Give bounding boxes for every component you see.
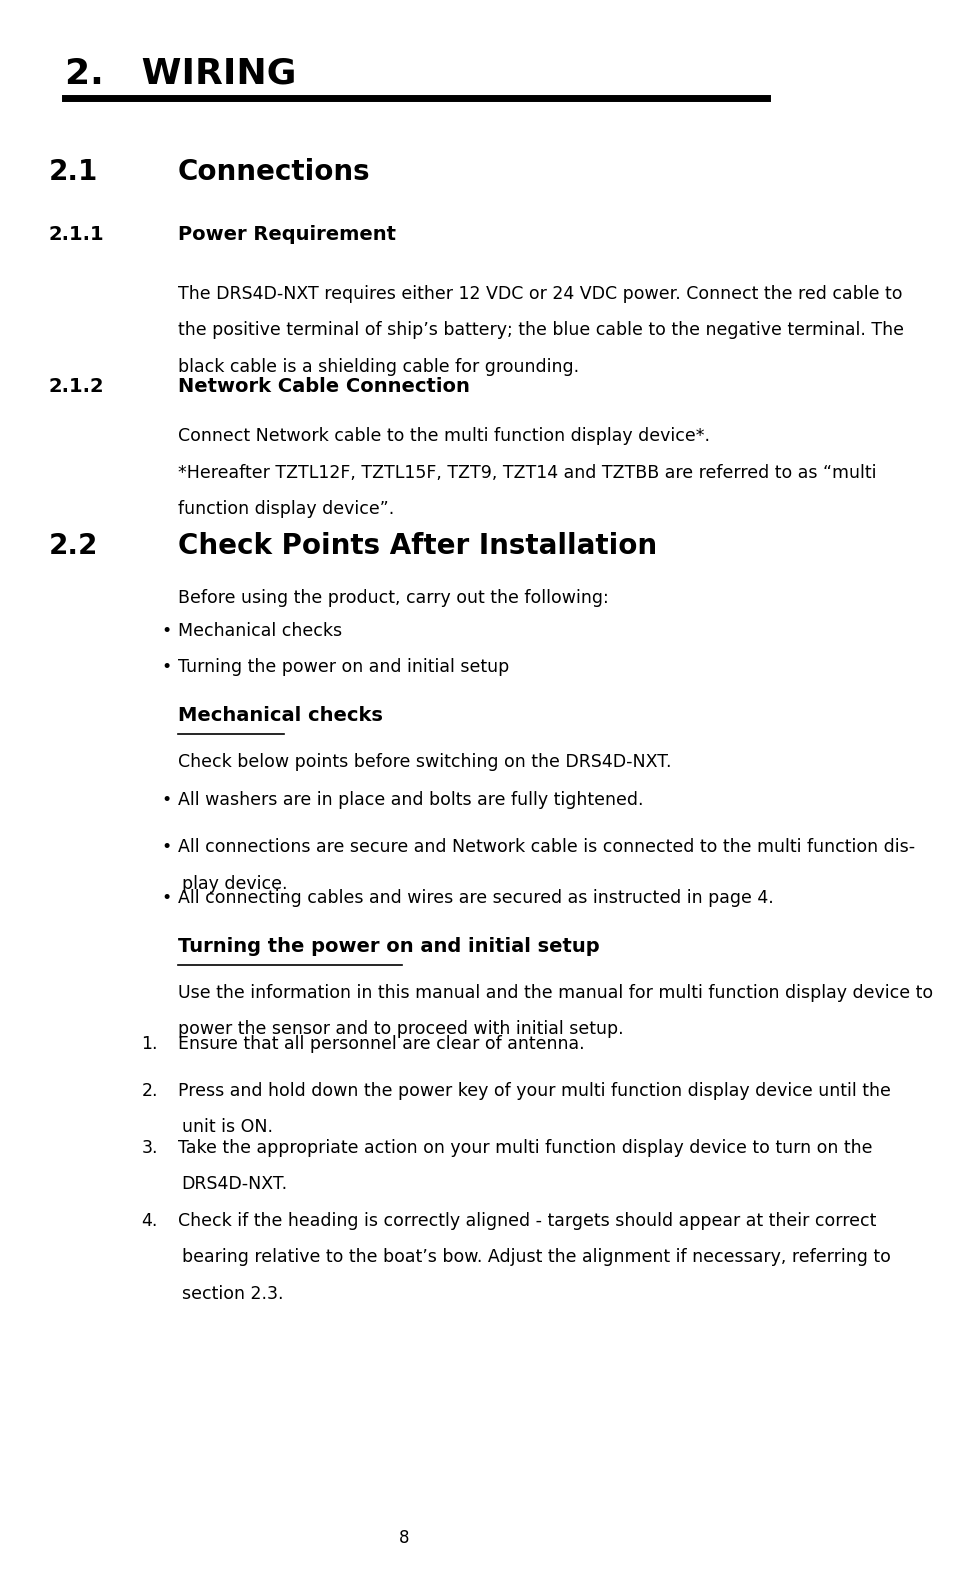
Text: 3.: 3. bbox=[141, 1139, 158, 1156]
Text: Ensure that all personnel are clear of antenna.: Ensure that all personnel are clear of a… bbox=[177, 1035, 584, 1052]
Text: DRS4D-NXT.: DRS4D-NXT. bbox=[182, 1175, 288, 1193]
Text: •: • bbox=[162, 658, 171, 676]
Text: 2.1.1: 2.1.1 bbox=[49, 225, 104, 244]
Text: play device.: play device. bbox=[182, 875, 287, 892]
Text: unit is ON.: unit is ON. bbox=[182, 1118, 273, 1136]
Text: Check if the heading is correctly aligned - targets should appear at their corre: Check if the heading is correctly aligne… bbox=[177, 1212, 876, 1229]
Text: 2.2: 2.2 bbox=[49, 532, 97, 560]
Text: Check below points before switching on the DRS4D-NXT.: Check below points before switching on t… bbox=[177, 753, 671, 770]
Text: Use the information in this manual and the manual for multi function display dev: Use the information in this manual and t… bbox=[177, 984, 933, 1001]
Text: Before using the product, carry out the following:: Before using the product, carry out the … bbox=[177, 589, 609, 606]
Text: All connecting cables and wires are secured as instructed in page 4.: All connecting cables and wires are secu… bbox=[177, 889, 773, 906]
Text: 2.   WIRING: 2. WIRING bbox=[64, 57, 296, 90]
Text: black cable is a shielding cable for grounding.: black cable is a shielding cable for gro… bbox=[177, 358, 579, 375]
Text: function display device”.: function display device”. bbox=[177, 500, 393, 517]
Text: 2.: 2. bbox=[141, 1082, 158, 1099]
Text: •: • bbox=[162, 889, 171, 906]
Text: Press and hold down the power key of your multi function display device until th: Press and hold down the power key of you… bbox=[177, 1082, 890, 1099]
Text: 2.1.2: 2.1.2 bbox=[49, 377, 104, 396]
Text: Power Requirement: Power Requirement bbox=[177, 225, 395, 244]
Text: Connections: Connections bbox=[177, 158, 370, 187]
Text: the positive terminal of ship’s battery; the blue cable to the negative terminal: the positive terminal of ship’s battery;… bbox=[177, 321, 904, 339]
Text: All connections are secure and Network cable is connected to the multi function : All connections are secure and Network c… bbox=[177, 838, 915, 856]
Text: Connect Network cable to the multi function display device*.: Connect Network cable to the multi funct… bbox=[177, 427, 710, 445]
Text: Network Cable Connection: Network Cable Connection bbox=[177, 377, 469, 396]
Text: Take the appropriate action on your multi function display device to turn on the: Take the appropriate action on your mult… bbox=[177, 1139, 872, 1156]
Text: 4.: 4. bbox=[141, 1212, 158, 1229]
Text: The DRS4D-NXT requires either 12 VDC or 24 VDC power. Connect the red cable to: The DRS4D-NXT requires either 12 VDC or … bbox=[177, 285, 902, 302]
Text: 8: 8 bbox=[398, 1528, 409, 1547]
Text: All washers are in place and bolts are fully tightened.: All washers are in place and bolts are f… bbox=[177, 791, 643, 808]
Text: Mechanical checks: Mechanical checks bbox=[177, 706, 383, 725]
Text: bearing relative to the boat’s bow. Adjust the alignment if necessary, referring: bearing relative to the boat’s bow. Adju… bbox=[182, 1248, 890, 1266]
Text: *Hereafter TZTL12F, TZTL15F, TZT9, TZT14 and TZTBB are referred to as “multi: *Hereafter TZTL12F, TZTL15F, TZT9, TZT14… bbox=[177, 464, 877, 481]
Text: Turning the power on and initial setup: Turning the power on and initial setup bbox=[177, 658, 509, 676]
Text: Turning the power on and initial setup: Turning the power on and initial setup bbox=[177, 937, 599, 956]
Text: power the sensor and to proceed with initial setup.: power the sensor and to proceed with ini… bbox=[177, 1020, 623, 1038]
Text: 2.1: 2.1 bbox=[49, 158, 97, 187]
Text: 1.: 1. bbox=[141, 1035, 158, 1052]
Text: Mechanical checks: Mechanical checks bbox=[177, 622, 342, 639]
Text: •: • bbox=[162, 622, 171, 639]
Text: section 2.3.: section 2.3. bbox=[182, 1285, 283, 1302]
Text: Check Points After Installation: Check Points After Installation bbox=[177, 532, 656, 560]
Text: •: • bbox=[162, 838, 171, 856]
Text: •: • bbox=[162, 791, 171, 808]
